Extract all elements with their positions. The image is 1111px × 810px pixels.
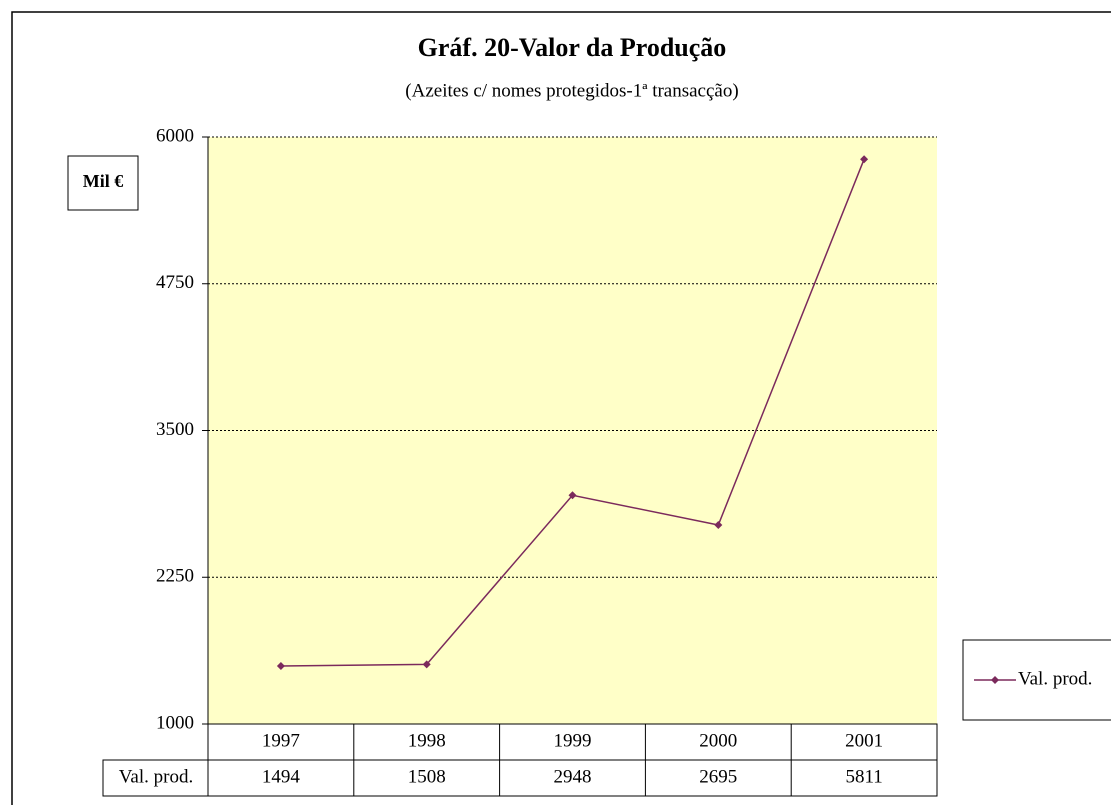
- data-point: [860, 155, 869, 164]
- chart-subtitle: (Azeites c/ nomes protegidos-1ª transacç…: [405, 80, 738, 101]
- y-tick-label: 2250: [156, 566, 194, 587]
- chart-title: Gráf. 20-Valor da Produção: [418, 33, 727, 62]
- x-tick-label: 1998: [408, 730, 446, 751]
- table-value: 5811: [845, 766, 882, 787]
- y-tick-label: 6000: [156, 125, 194, 146]
- y-tick-label: 3500: [156, 419, 194, 440]
- table-value: 1508: [408, 766, 446, 787]
- y-label-box: [67, 155, 139, 211]
- legend-marker: [991, 676, 999, 684]
- y-tick-label: 1000: [156, 712, 194, 733]
- y-tick-label: 4750: [156, 272, 194, 293]
- table-value: 2948: [554, 766, 592, 787]
- chart-border: [11, 11, 1111, 810]
- table-value: 1494: [262, 766, 301, 787]
- data-point: [422, 660, 431, 669]
- table-row-label: Val. prod.: [119, 766, 193, 787]
- data-point: [276, 662, 285, 671]
- legend-label: Val. prod.: [1018, 668, 1092, 689]
- table-value: 2695: [699, 766, 737, 787]
- x-tick-label: 2000: [699, 730, 737, 751]
- y-axis-label: Mil €: [83, 171, 124, 191]
- x-tick-label: 1997: [262, 730, 300, 751]
- data-point: [714, 521, 723, 530]
- x-tick-label: 2001: [845, 730, 883, 751]
- table-header-cell: [102, 759, 209, 797]
- x-tick-label: 1999: [554, 730, 592, 751]
- data-point: [568, 491, 577, 500]
